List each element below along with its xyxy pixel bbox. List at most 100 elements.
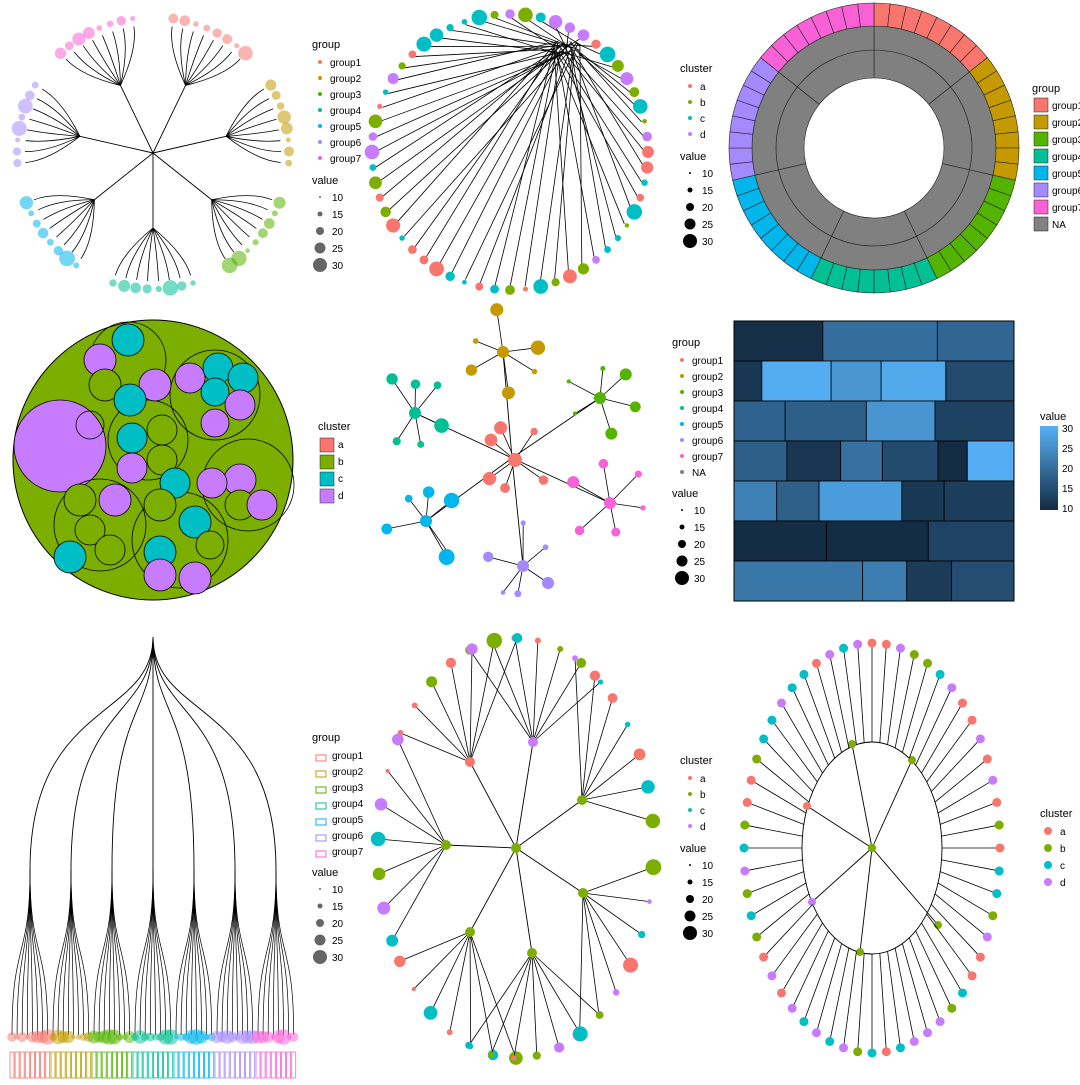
node-point (620, 368, 632, 380)
legend-label: NA (692, 468, 706, 479)
legend-title: value (312, 175, 338, 187)
node-point (688, 808, 692, 812)
legend-label: 30 (694, 574, 706, 585)
legend-label: 10 (332, 885, 344, 896)
edge-curve (153, 153, 212, 200)
edge-line (872, 848, 938, 925)
legend-key-square (1034, 149, 1048, 163)
edge-curve (150, 870, 153, 1035)
node-point (444, 493, 459, 508)
edge-curve (120, 85, 153, 153)
node-point (680, 422, 684, 426)
node-point (38, 228, 49, 239)
legend-key-line (316, 835, 326, 841)
treemap-tile (777, 481, 819, 521)
node-point (743, 798, 752, 807)
node-point (947, 683, 956, 692)
legend-label: d (1060, 878, 1066, 889)
leaf-label-mark (87, 1052, 91, 1078)
node-point (947, 1004, 956, 1013)
node-point (386, 373, 397, 384)
node-point (578, 888, 588, 898)
leaf-label-mark (46, 1052, 50, 1078)
leaf-label-mark (82, 1052, 86, 1078)
legend-key-square (320, 455, 334, 469)
node-point (531, 341, 545, 355)
node-point (416, 37, 431, 52)
node-point (542, 577, 554, 589)
legend-label: 15 (702, 186, 714, 197)
node-point (1044, 878, 1052, 886)
edge-line (580, 45, 582, 267)
legend-key-square (320, 438, 334, 452)
edge-curve (71, 637, 153, 870)
pack-leaf-circle (99, 484, 131, 516)
colorbar (1040, 426, 1058, 510)
legend-label: c (700, 114, 705, 125)
node-point (747, 776, 756, 785)
legend-label: a (1060, 827, 1066, 838)
edge-line (384, 845, 446, 908)
legend-label: group3 (330, 90, 362, 101)
leaf-label-mark (230, 1052, 234, 1078)
legend-label: d (338, 491, 344, 502)
node-point (445, 272, 454, 281)
leaf-label-mark (61, 1052, 65, 1078)
leaf-label-mark (51, 1052, 55, 1078)
treemap-tile (935, 401, 1014, 441)
pack-leaf-circle (228, 363, 258, 393)
node-point (118, 280, 130, 292)
node-point (567, 379, 571, 383)
treemap-tile (967, 441, 1014, 481)
treemap-tile (881, 361, 946, 401)
node-point (434, 381, 442, 389)
node-point (740, 866, 749, 875)
leaf-label-mark (123, 1052, 127, 1078)
edge-curve (109, 870, 112, 1035)
legend-label: 10 (702, 169, 714, 180)
edge-line (747, 872, 804, 894)
node-point (193, 21, 198, 26)
edge-line (583, 867, 653, 893)
edge-line (781, 923, 822, 993)
node-point (274, 197, 286, 209)
legend-tick: 10 (1062, 504, 1074, 515)
node-point (483, 472, 496, 485)
legend-key-line (316, 755, 326, 761)
edge-curve (27, 870, 30, 1035)
legend-label: 20 (702, 895, 714, 906)
edge-curve (34, 196, 94, 200)
treemap-tile (734, 481, 777, 521)
legend-label: group5 (1052, 169, 1080, 180)
node-point (405, 495, 413, 503)
node-point (752, 932, 761, 941)
node-point (13, 147, 21, 155)
edge-line (582, 787, 648, 800)
edge-line (515, 638, 533, 742)
node-point (642, 119, 647, 124)
node-point (528, 737, 538, 747)
node-point (117, 16, 126, 25)
node-point (689, 172, 691, 174)
edge-line (512, 458, 610, 503)
edge-curve (126, 228, 153, 278)
pack-leaf-circle (114, 384, 146, 416)
edge-curve (44, 200, 95, 220)
node-point (494, 421, 507, 434)
node-point (539, 475, 549, 485)
node-point (465, 927, 475, 937)
treemap-tile (787, 441, 841, 481)
node-point (319, 196, 321, 198)
node-point (289, 1032, 299, 1042)
node-point (318, 156, 322, 160)
node-point (375, 798, 387, 810)
edge-line (747, 802, 804, 824)
node-point (988, 776, 997, 785)
treemap-tile (882, 441, 938, 481)
node-point (143, 284, 152, 293)
node-point (598, 679, 603, 684)
node-point (685, 219, 696, 230)
node-point (992, 798, 1001, 807)
legend-title: value (680, 843, 706, 855)
node-point (896, 644, 905, 653)
